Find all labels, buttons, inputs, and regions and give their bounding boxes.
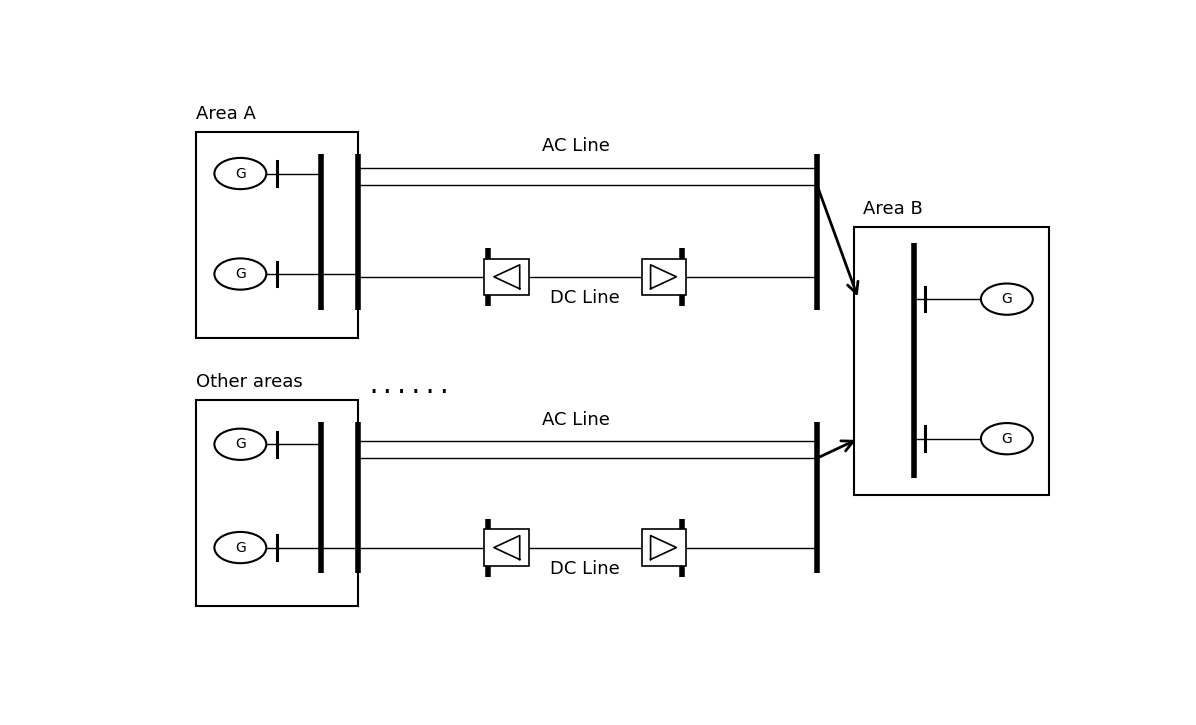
Text: Area A: Area A (196, 105, 256, 123)
Text: G: G (234, 167, 245, 181)
Bar (484, 259, 529, 295)
Circle shape (214, 428, 267, 460)
Text: G: G (234, 267, 245, 281)
Bar (196, 399, 358, 606)
Circle shape (214, 158, 267, 189)
Text: G: G (1001, 292, 1012, 306)
Text: G: G (234, 437, 245, 451)
Text: G: G (1001, 431, 1012, 446)
Bar (642, 259, 687, 295)
Circle shape (981, 283, 1033, 315)
Text: AC Line: AC Line (542, 137, 610, 155)
Text: G: G (234, 541, 245, 555)
Bar (196, 132, 358, 338)
Text: AC Line: AC Line (542, 410, 610, 428)
Circle shape (981, 423, 1033, 455)
Bar (854, 226, 1049, 494)
Text: DC Line: DC Line (550, 560, 620, 578)
Text: ......: ...... (366, 373, 452, 398)
Text: Other areas: Other areas (196, 373, 303, 392)
Circle shape (214, 532, 267, 563)
Bar (642, 529, 687, 566)
Bar (484, 529, 529, 566)
Text: Area B: Area B (864, 200, 923, 218)
Circle shape (214, 258, 267, 290)
Text: DC Line: DC Line (550, 289, 620, 307)
